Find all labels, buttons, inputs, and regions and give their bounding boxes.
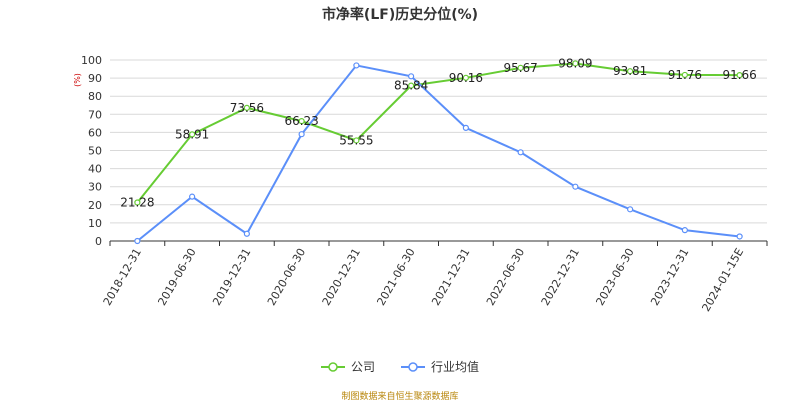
data-label: 98.09 bbox=[558, 56, 592, 70]
data-point bbox=[243, 230, 250, 237]
source-note: 制图数据来自恒生聚源数据库 bbox=[341, 392, 459, 402]
data-label: 85.84 bbox=[394, 79, 428, 93]
data-point bbox=[627, 206, 634, 213]
legend-line-marker-icon bbox=[320, 361, 345, 372]
data-point bbox=[462, 124, 469, 131]
data-label: 90.16 bbox=[449, 71, 483, 85]
chart-title: 市净率(LF)历史分位(%) bbox=[321, 7, 479, 23]
data-label: 21.28 bbox=[120, 195, 154, 209]
data-label: 58.91 bbox=[175, 127, 209, 141]
data-point bbox=[517, 64, 524, 71]
data-label: 91.66 bbox=[722, 68, 756, 82]
y-tick-label: 60 bbox=[88, 126, 102, 139]
legend: 公司 行业均值 bbox=[0, 358, 800, 375]
data-label: 55.55 bbox=[339, 133, 373, 147]
data-point bbox=[353, 137, 360, 144]
data-point bbox=[627, 68, 634, 75]
axis-layer: 0 10 20 30 40 50 60 70 80 90 100 2018-12-31 2019-06-… bbox=[81, 54, 768, 314]
x-tick-label: 2023-12-31 bbox=[648, 246, 691, 308]
y-tick-label: 90 bbox=[88, 72, 102, 85]
x-tick-label: 2024-01-15E bbox=[700, 246, 747, 314]
data-point bbox=[134, 237, 141, 245]
company-series-line bbox=[136, 62, 740, 204]
grid-layer bbox=[110, 59, 767, 224]
data-point bbox=[189, 193, 196, 200]
legend-line-marker-icon bbox=[401, 361, 425, 372]
data-label-layer: 21.28 58.91 73.56 66.23 55.55 85.84 90.16 95.67… bbox=[120, 56, 757, 209]
data-point bbox=[298, 118, 305, 125]
y-tick-label: 0 bbox=[95, 235, 102, 248]
data-point bbox=[736, 71, 743, 79]
x-tick-label: 2022-12-31 bbox=[539, 246, 582, 308]
legend-item-industry-average[interactable]: 行业均值 bbox=[401, 358, 479, 375]
series-layer bbox=[134, 60, 743, 245]
x-tick-label: 2020-12-31 bbox=[320, 246, 363, 308]
x-tick-label: 2023-06-30 bbox=[593, 246, 636, 308]
data-label: 73.56 bbox=[230, 101, 264, 115]
data-point bbox=[353, 62, 360, 69]
data-point bbox=[572, 183, 579, 190]
x-tick-label: 2021-12-31 bbox=[429, 246, 472, 308]
x-tick-label: 2020-06-30 bbox=[265, 246, 308, 308]
data-label: 93.81 bbox=[613, 64, 647, 78]
data-point bbox=[408, 82, 415, 89]
data-point bbox=[736, 233, 743, 240]
data-point bbox=[517, 149, 524, 156]
data-label: 66.23 bbox=[284, 114, 318, 128]
data-point bbox=[298, 131, 305, 138]
x-tick-label: 2018-12-31 bbox=[101, 246, 144, 308]
x-tick-label: 2022-06-30 bbox=[484, 246, 527, 308]
data-point bbox=[681, 71, 688, 79]
data-point bbox=[572, 60, 579, 67]
y-unit-label: (%) bbox=[73, 73, 82, 87]
y-tick-label: 10 bbox=[88, 217, 102, 230]
data-label: 95.67 bbox=[503, 61, 537, 75]
y-tick-label: 40 bbox=[88, 163, 102, 176]
y-tick-label: 50 bbox=[88, 145, 102, 158]
y-tick-label: 100 bbox=[81, 54, 102, 67]
y-tick-label: 20 bbox=[88, 199, 102, 212]
data-label: 91.76 bbox=[668, 68, 702, 82]
data-point bbox=[681, 227, 688, 234]
x-tick-label: 2021-06-30 bbox=[374, 246, 417, 308]
y-tick-label: 70 bbox=[88, 108, 102, 121]
legend-item-company[interactable]: 公司 bbox=[320, 358, 375, 375]
legend-label: 公司 bbox=[350, 360, 375, 374]
industry-average-series-line bbox=[136, 64, 740, 242]
data-point bbox=[243, 104, 250, 111]
legend-label: 行业均值 bbox=[431, 360, 480, 374]
data-point bbox=[189, 131, 196, 138]
x-tick-label: 2019-06-30 bbox=[155, 246, 198, 308]
x-tick-label: 2019-12-31 bbox=[210, 246, 253, 308]
y-tick-label: 30 bbox=[88, 181, 102, 194]
y-tick-label: 80 bbox=[88, 90, 102, 103]
data-point bbox=[462, 74, 469, 81]
data-point bbox=[408, 73, 415, 80]
data-point bbox=[134, 199, 141, 206]
